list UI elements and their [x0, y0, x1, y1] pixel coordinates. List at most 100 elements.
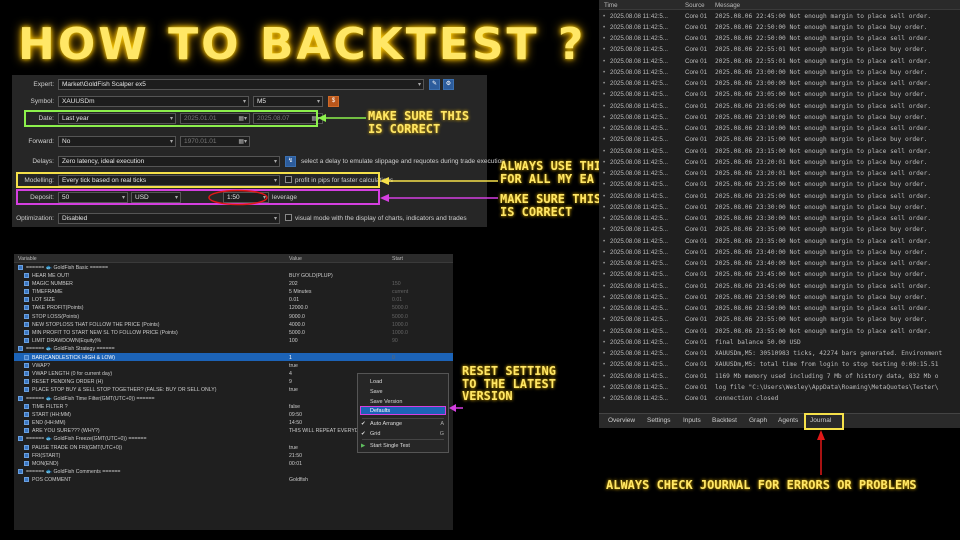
- input-value[interactable]: false: [289, 403, 300, 410]
- checkbox-icon[interactable]: [24, 313, 29, 319]
- input-row[interactable]: ARE YOU SURE??? (WHY?) THIS WILL REPEAT E…: [14, 427, 453, 435]
- journal-row[interactable]: • 2025.08.08 11:42:5... Core 01 XAUUSDm,M5:…: [599, 348, 960, 359]
- journal-row[interactable]: • 2025.08.08 11:42:5... Core 01 2025.08.06 …: [599, 111, 960, 122]
- checkbox-icon[interactable]: [24, 297, 29, 303]
- input-value[interactable]: BUY GOLD(PLUP): [289, 272, 333, 279]
- input-group-row[interactable]: ====== 🐟 GoldFish Comments ======: [14, 468, 453, 476]
- visual-mode-checkbox[interactable]: [285, 214, 292, 221]
- checkbox-icon[interactable]: [18, 395, 23, 401]
- input-row[interactable]: VWAP LENGTH (0 for current day) 4: [14, 369, 453, 377]
- checkbox-icon[interactable]: [18, 264, 23, 270]
- checkbox-icon[interactable]: [24, 272, 29, 278]
- input-value[interactable]: 09:50: [289, 411, 302, 418]
- checkbox-icon[interactable]: [24, 420, 29, 426]
- input-value[interactable]: true: [289, 387, 298, 394]
- journal-row[interactable]: • 2025.08.08 11:42:5... Core 01 2025.08.06 …: [599, 235, 960, 246]
- tab-journal[interactable]: Journal: [810, 417, 832, 424]
- journal-row[interactable]: • 2025.08.08 11:42:5... Core 01 2025.08.06 …: [599, 33, 960, 44]
- delays-select[interactable]: Zero latency, ideal execution ▾: [58, 156, 280, 167]
- input-value[interactable]: Goldfish: [289, 477, 309, 484]
- input-row[interactable]: STOP LOSS(Points) 9000.0 5000.0: [14, 312, 453, 320]
- expert-select[interactable]: Market\GoldFish Scalper ex5 ▾: [58, 79, 424, 90]
- input-row[interactable]: END (HH:MM) 14:50: [14, 419, 453, 427]
- checkbox-icon[interactable]: [18, 436, 23, 442]
- checkbox-icon[interactable]: [24, 452, 29, 458]
- input-group-row[interactable]: ====== 🐟 GoldFish Freeze(GMT(UTC+0)) ===…: [14, 435, 453, 443]
- deposit-select[interactable]: 50 ▾: [58, 192, 128, 203]
- tab-graph[interactable]: Graph: [749, 417, 768, 424]
- journal-row[interactable]: • 2025.08.08 11:42:5... Core 01 2025.08.06 …: [599, 168, 960, 179]
- input-value[interactable]: 4: [289, 370, 292, 377]
- checkbox-icon[interactable]: [18, 469, 23, 475]
- checkbox-icon[interactable]: [24, 379, 29, 385]
- journal-row[interactable]: • 2025.08.08 11:42:5... Core 01 2025.08.06 …: [599, 224, 960, 235]
- menu-item-save-version[interactable]: Save Version: [370, 399, 403, 405]
- tab-inputs[interactable]: Inputs: [683, 417, 701, 424]
- currency-select[interactable]: USD ▾: [131, 192, 181, 203]
- forward-date-field[interactable]: 1970.01.01 ▦▾: [180, 136, 250, 147]
- input-value[interactable]: 0.01: [289, 297, 300, 304]
- checkbox-icon[interactable]: [24, 354, 29, 360]
- input-row[interactable]: TIME FILTER ? false: [14, 402, 453, 410]
- checkbox-icon[interactable]: [24, 370, 29, 376]
- journal-row[interactable]: • 2025.08.08 11:42:5... Core 01 1169 Mb mem…: [599, 370, 960, 381]
- journal-row[interactable]: • 2025.08.08 11:42:5... Core 01 2025.08.06 …: [599, 280, 960, 291]
- input-row[interactable]: NEW STOPLOSS THAT FOLLOW THE PRICE (Poin…: [14, 320, 453, 328]
- input-value[interactable]: 5 Minutes: [289, 289, 312, 296]
- input-row[interactable]: MIN PROFIT TO START NEW SL TO FOLLOW PRI…: [14, 329, 453, 337]
- tab-agents[interactable]: Agents: [778, 417, 799, 424]
- symbol-properties-icon[interactable]: $: [328, 96, 339, 107]
- journal-row[interactable]: • 2025.08.08 11:42:5... Core 01 2025.08.06 …: [599, 134, 960, 145]
- tab-backtest[interactable]: Backtest: [712, 417, 737, 424]
- tab-overview[interactable]: Overview: [608, 417, 636, 424]
- journal-row[interactable]: • 2025.08.08 11:42:5... Core 01 2025.08.06 …: [599, 179, 960, 190]
- journal-row[interactable]: • 2025.08.08 11:42:5... Core 01 2025.08.06 …: [599, 55, 960, 66]
- edit-expert-icon[interactable]: ✎: [429, 79, 440, 90]
- menu-item-load[interactable]: Load: [370, 379, 383, 385]
- checkbox-icon[interactable]: [24, 321, 29, 327]
- input-row[interactable]: MAGIC NUMBER 202 150: [14, 279, 453, 287]
- profit-in-pips-checkbox[interactable]: [285, 176, 292, 183]
- journal-row[interactable]: • 2025.08.08 11:42:5... Core 01 2025.08.06 …: [599, 303, 960, 314]
- journal-row[interactable]: • 2025.08.08 11:42:5... Core 01 2025.08.06 …: [599, 44, 960, 55]
- journal-row[interactable]: • 2025.08.08 11:42:5... Core 01 final balan…: [599, 336, 960, 347]
- checkbox-icon[interactable]: [24, 280, 29, 286]
- timeframe-select[interactable]: M5 ▾: [253, 96, 323, 107]
- input-value[interactable]: 5000.0: [289, 330, 305, 336]
- journal-row[interactable]: • 2025.08.08 11:42:5... Core 01 2025.08.06 …: [599, 78, 960, 89]
- menu-item-save[interactable]: Save: [370, 389, 383, 395]
- input-row[interactable]: HEAR ME OUT! BUY GOLD(PLUP): [14, 271, 453, 279]
- journal-row[interactable]: • 2025.08.08 11:42:5... Core 01 2025.08.06 …: [599, 291, 960, 302]
- input-row[interactable]: START (HH:MM) 09:50: [14, 410, 453, 418]
- leverage-select[interactable]: 1:50 ▾: [223, 192, 269, 203]
- journal-row[interactable]: • 2025.08.08 11:42:5... Core 01 2025.08.06 …: [599, 66, 960, 77]
- input-value[interactable]: 1: [289, 354, 292, 361]
- menu-item-defaults[interactable]: Defaults: [370, 408, 391, 414]
- input-row[interactable]: MON(END) 00:01: [14, 460, 453, 468]
- optimization-select[interactable]: Disabled ▾: [58, 213, 280, 224]
- menu-item-grid[interactable]: Grid: [370, 431, 381, 437]
- forward-select[interactable]: No ▾: [58, 136, 176, 147]
- journal-row[interactable]: • 2025.08.08 11:42:5... Core 01 2025.08.06 …: [599, 145, 960, 156]
- checkbox-icon[interactable]: [24, 338, 29, 344]
- input-group-row[interactable]: ====== 🐟 GoldFish Basic ======: [14, 263, 453, 271]
- checkbox-icon[interactable]: [24, 330, 29, 335]
- input-row[interactable]: BAR(CANDLESTICK HIGH & LOW) 1 0: [14, 353, 453, 362]
- input-value[interactable]: 9: [289, 379, 292, 386]
- journal-row[interactable]: • 2025.08.08 11:42:5... Core 01 2025.08.06 …: [599, 21, 960, 32]
- input-value[interactable]: 14:50: [289, 420, 302, 427]
- journal-row[interactable]: • 2025.08.08 11:42:5... Core 01 2025.08.06 …: [599, 213, 960, 224]
- input-group-row[interactable]: ====== 🐟 GoldFish Time Filter(GMT(UTC+0)…: [14, 394, 453, 402]
- input-value[interactable]: true: [289, 444, 298, 451]
- input-value[interactable]: 100: [289, 338, 298, 345]
- tab-settings[interactable]: Settings: [647, 417, 671, 424]
- input-row[interactable]: LOT SIZE 0.01 0.01: [14, 296, 453, 304]
- journal-row[interactable]: • 2025.08.08 11:42:5... Core 01 2025.08.06 …: [599, 156, 960, 167]
- input-row[interactable]: RESET PENDING ORDER (H) 9: [14, 378, 453, 386]
- checkbox-icon[interactable]: [24, 461, 29, 466]
- input-row[interactable]: POS COMMENT Goldfish: [14, 476, 453, 484]
- checkbox-icon[interactable]: [24, 305, 29, 311]
- input-group-row[interactable]: ====== 🐟 GoldFish Strategy ======: [14, 345, 453, 353]
- symbol-select[interactable]: XAUUSDm ▾: [58, 96, 249, 107]
- journal-row[interactable]: • 2025.08.08 11:42:5... Core 01 2025.08.06 …: [599, 314, 960, 325]
